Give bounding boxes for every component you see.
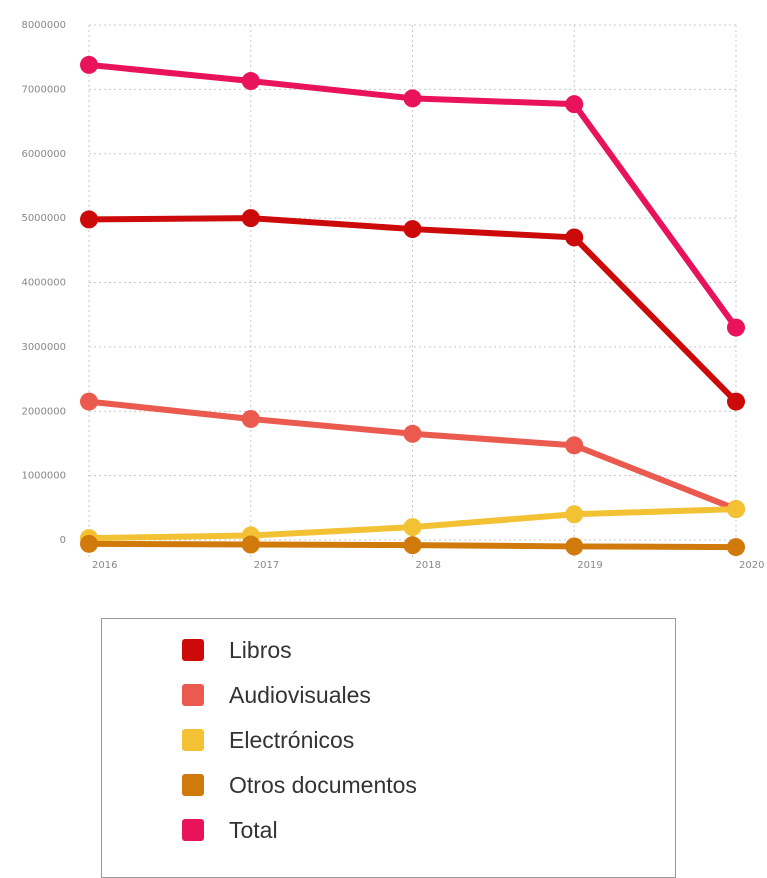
data-point [403,220,422,239]
data-point [241,209,260,228]
data-point [80,534,98,553]
legend-label: Audiovisuales [229,681,371,708]
y-tick-label: 2000000 [21,406,66,417]
data-point [403,424,422,443]
line-chart: 0 1000000 2000000 3000000 4000000 5000000 6000… [21,20,764,571]
data-point [80,392,98,411]
legend-item[interactable]: Otros documentos [182,768,417,802]
data-point [80,210,98,229]
data-point [565,436,584,455]
data-point [403,89,422,108]
y-tick-label: 8000000 [21,20,66,31]
y-tick-label: 4000000 [21,278,66,289]
y-tick-label: 0 [60,535,66,546]
y-axis-ticks: 0 1000000 2000000 3000000 4000000 5000000 6000… [21,20,66,546]
data-point [727,392,745,411]
data-point [403,536,422,555]
x-tick-label: 2016 [92,560,117,571]
legend-label: Libros [229,636,292,663]
y-tick-label: 1000000 [21,471,66,482]
data-point [241,72,260,91]
legend-swatch [182,774,204,796]
legend-label: Total [229,816,278,843]
x-tick-label: 2017 [254,560,279,571]
legend-item[interactable]: Libros [182,633,292,667]
y-tick-label: 7000000 [21,84,66,95]
x-tick-label: 2019 [577,560,602,571]
data-point [565,537,584,556]
legend-item[interactable]: Audiovisuales [182,678,371,712]
legend-swatch [182,729,204,751]
x-tick-label: 2018 [416,560,441,571]
legend-swatch [182,819,204,841]
data-point [565,505,584,524]
data-point [727,500,745,519]
data-point [565,228,584,247]
legend-label: Otros documentos [229,771,417,798]
x-axis-ticks: 2016 2017 2018 2019 2020 [92,560,764,571]
y-tick-label: 5000000 [21,213,66,224]
legend-swatch [182,639,204,661]
legend-item[interactable]: Total [182,813,278,847]
series-points [80,55,745,557]
data-point [241,535,260,554]
x-tick-label: 2020 [739,560,764,571]
y-tick-label: 6000000 [21,149,66,160]
data-point [241,409,260,428]
data-point [565,95,584,114]
grid-lines [88,24,737,560]
data-point [727,538,745,557]
data-point [727,318,745,337]
legend-swatch [182,684,204,706]
legend-item[interactable]: Electrónicos [182,723,354,757]
legend-label: Electrónicos [229,726,355,753]
y-tick-label: 3000000 [21,342,66,353]
data-point [403,518,422,537]
chart-legend: Libros Audiovisuales Electrónicos Otros doc… [101,618,676,878]
data-point [80,55,98,74]
